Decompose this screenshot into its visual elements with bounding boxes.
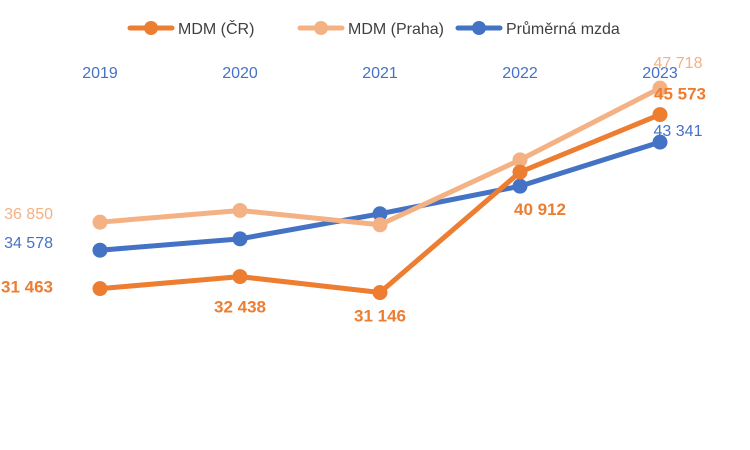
- data-point: [372, 217, 388, 233]
- data-label: 45 573: [654, 85, 706, 104]
- series-line: [97, 85, 663, 228]
- data-label: 32 438: [214, 298, 266, 317]
- data-labels: 31 463 32 438 31 146 40 912 45 573 36 850 47 7…: [1, 55, 706, 325]
- legend: MDM (ČR) MDM (Praha) Průměrná mzda: [127, 19, 620, 38]
- data-point: [512, 164, 528, 180]
- data-label: 31 463: [1, 278, 53, 297]
- data-point: [372, 285, 388, 301]
- data-label: 34 578: [4, 235, 53, 252]
- legend-swatch-marker: [472, 21, 486, 35]
- legend-swatch-marker: [144, 21, 158, 35]
- data-label: 36 850: [4, 206, 53, 223]
- x-tick-label: 2019: [82, 65, 118, 82]
- legend-label: MDM (ČR): [178, 19, 254, 38]
- data-label: 31 146: [354, 307, 406, 326]
- data-point: [652, 134, 668, 150]
- data-points: [92, 80, 668, 301]
- data-point: [652, 80, 668, 96]
- data-point: [232, 202, 248, 218]
- data-point: [232, 231, 248, 247]
- data-point: [92, 281, 108, 297]
- legend-label: MDM (Praha): [348, 21, 444, 38]
- legend-item: Průměrná mzda: [455, 20, 620, 38]
- series-line: [97, 112, 663, 296]
- x-tick-label: 2022: [502, 65, 538, 82]
- series-line: [97, 139, 663, 253]
- legend-item: MDM (ČR): [127, 19, 254, 38]
- series-lines: [97, 85, 663, 296]
- data-point: [92, 242, 108, 258]
- legend-swatch-marker: [314, 21, 328, 35]
- data-point: [652, 107, 668, 123]
- data-point: [512, 152, 528, 168]
- x-tick-label: 2020: [222, 65, 258, 82]
- data-point: [512, 178, 528, 194]
- x-axis-tick-labels: 2019 2020 2021 2022 2023: [82, 65, 678, 82]
- x-tick-label: 2021: [362, 65, 398, 82]
- data-point: [232, 269, 248, 285]
- data-label: 47 718: [654, 55, 703, 72]
- data-label: 40 912: [514, 200, 566, 219]
- legend-item: MDM (Praha): [297, 21, 444, 38]
- legend-label: Průměrná mzda: [506, 20, 620, 38]
- data-point: [372, 206, 388, 222]
- x-tick-label: 2023: [642, 65, 678, 82]
- data-point: [92, 214, 108, 230]
- data-label: 43 341: [654, 123, 703, 140]
